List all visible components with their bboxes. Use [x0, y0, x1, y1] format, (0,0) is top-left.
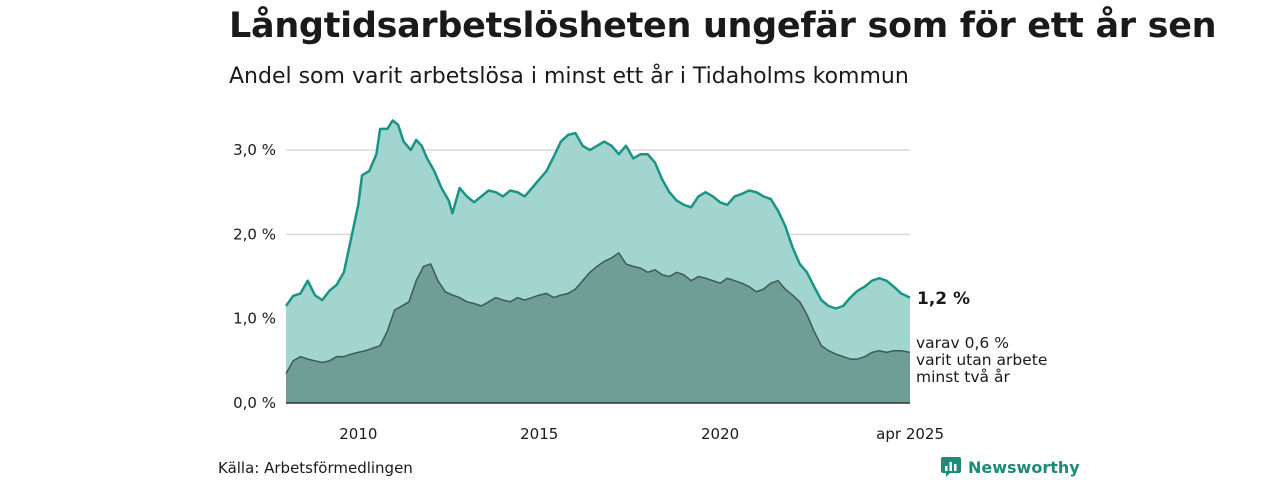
x-tick-label: 2020	[701, 425, 739, 443]
brand-logo[interactable]: Newsworthy	[940, 456, 1080, 478]
chart-subtitle: Andel som varit arbetslösa i minst ett å…	[229, 64, 909, 89]
y-tick-label: 0,0 %	[233, 394, 276, 412]
series-two-years-end-label: varav 0,6 %	[916, 334, 1009, 352]
x-tick-label: 2015	[520, 425, 558, 443]
series-total-end-label: 1,2 %	[917, 289, 970, 309]
chart-title: Långtidsarbetslösheten ungefär som för e…	[229, 6, 1217, 46]
y-axis-ticks: 0,0 % 1,0 % 2,0 % 3,0 %	[233, 141, 276, 412]
y-tick-label: 2,0 %	[233, 225, 276, 243]
series-two-years-end-label: varit utan arbete	[916, 351, 1047, 369]
series-total-line	[284, 119, 911, 310]
x-tick-label: apr 2025	[876, 425, 944, 443]
series-two-years-end-label: minst två år	[916, 368, 1010, 386]
brand-name: Newsworthy	[968, 457, 1080, 477]
y-tick-label: 3,0 %	[233, 141, 276, 159]
y-tick-label: 1,0 %	[233, 310, 276, 328]
source-note: Källa: Arbetsförmedlingen	[218, 459, 413, 477]
x-axis-ticks: 2010 2015 2020 apr 2025	[339, 425, 944, 443]
series-two-years-line	[285, 252, 911, 374]
x-tick-label: 2010	[339, 425, 377, 443]
bar-chart-icon	[941, 457, 961, 477]
